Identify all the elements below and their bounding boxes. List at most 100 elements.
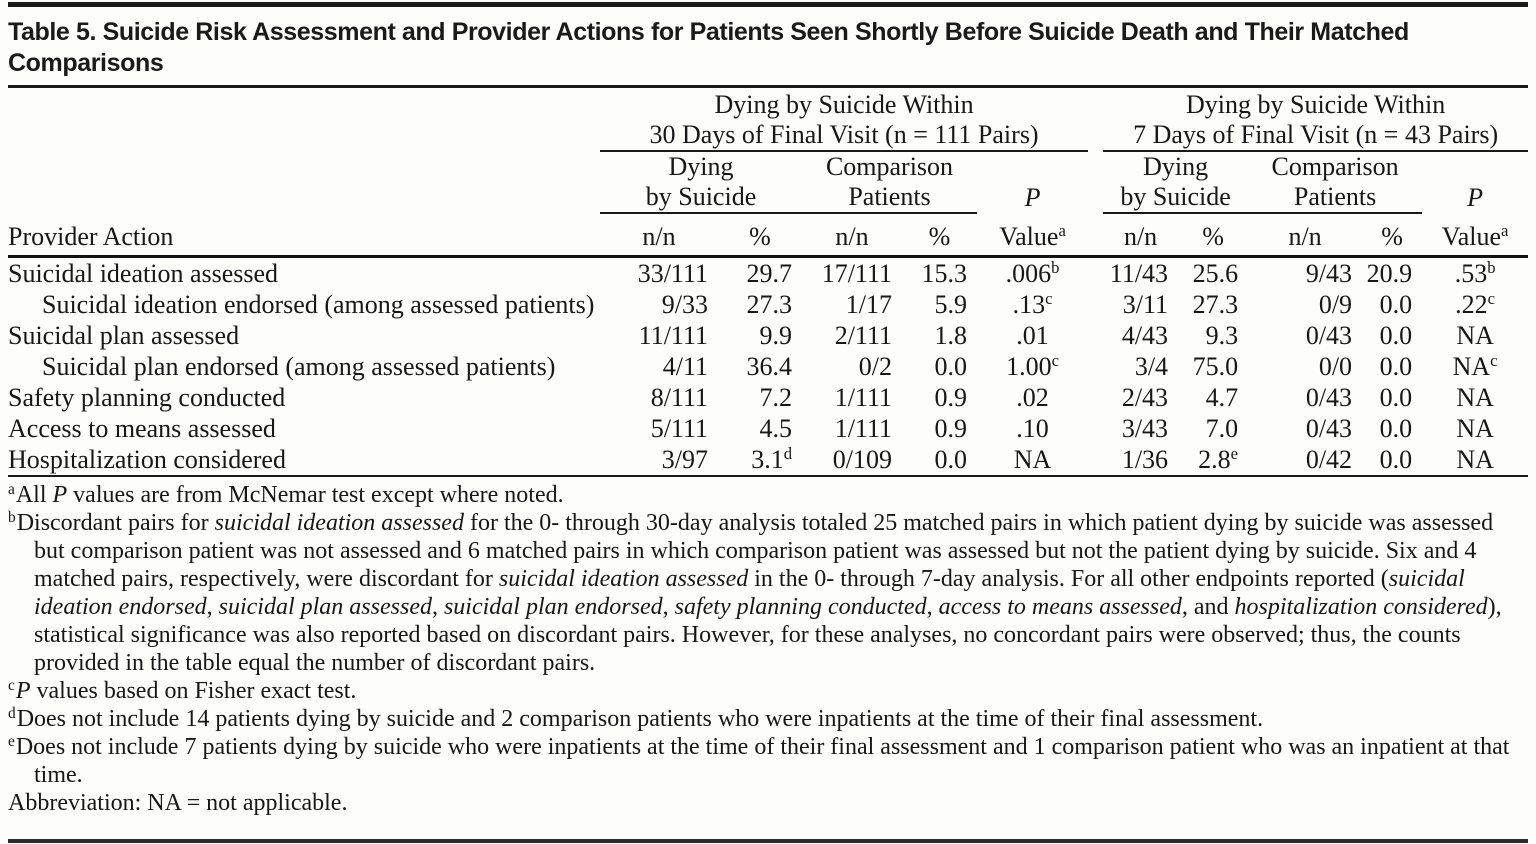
group-dying-7: Dying by Suicide — [1103, 151, 1249, 214]
panel-gap — [1088, 257, 1103, 290]
value-cell: 0/42 — [1248, 444, 1363, 477]
panel-gap — [1088, 289, 1103, 320]
col-nn-dying-7: n/n — [1103, 213, 1179, 258]
p-value-cell: NA — [977, 444, 1089, 477]
group-row: Dying by Suicide Comparison Patients P D… — [8, 151, 1528, 214]
p-value-cell: .01 — [1016, 321, 1049, 350]
value-cell: 0.0 — [1362, 444, 1423, 477]
stub-spacer — [8, 151, 600, 213]
value-cell: 1.8 — [934, 321, 968, 350]
value-cell: 11/111 — [638, 321, 708, 350]
column-header-row: Provider Action n/n % n/n % Valuea n/n %… — [8, 213, 1529, 258]
table-row: Suicidal plan assessed 11/111 9.9 2/111 1.8.… — [8, 320, 1528, 351]
value-cell: 0.0 — [1379, 321, 1413, 350]
p-value-cell: .02 — [1016, 383, 1049, 412]
value-cell: 0.0 — [1379, 383, 1413, 412]
value-cell: 20.9 — [1366, 259, 1413, 288]
value-cell: 25.6 — [1192, 259, 1239, 288]
footnote-e: eDoes not include 7 patients dying by su… — [8, 732, 1510, 788]
value-cell: 1/111 — [834, 414, 892, 443]
value-cell: 9/43 — [1305, 259, 1353, 288]
value-cell: 75.0 — [1192, 352, 1239, 381]
value-cell: 3/97 — [600, 444, 718, 477]
bottom-rule — [8, 839, 1528, 843]
spanner-30day: Dying by Suicide Within 30 Days of Final… — [600, 90, 1089, 152]
p-value-cell: .53b — [1454, 257, 1496, 288]
panel-gap — [1088, 151, 1103, 213]
stub-spacer — [8, 90, 600, 151]
col-nn-comparison-7: n/n — [1248, 213, 1363, 258]
table-row: Suicidal plan endorsed (among assessed p… — [8, 351, 1528, 382]
table-row: Suicidal ideation endorsed (among assess… — [8, 289, 1528, 320]
p-value-cell: 1.00c — [1006, 351, 1059, 381]
row-label: Suicidal ideation endorsed (among assess… — [42, 290, 595, 319]
spanner-7day: Dying by Suicide Within 7 Days of Final … — [1103, 90, 1529, 152]
value-cell: 27.3 — [1192, 290, 1239, 319]
value-cell: 0.0 — [1379, 414, 1413, 443]
abbreviation-note: Abbreviation: NA = not applicable. — [8, 790, 348, 816]
value-cell: 1/36 — [1103, 444, 1179, 477]
p-value-cell: NA — [1422, 444, 1529, 477]
group-comparison-7: Comparison Patients — [1248, 151, 1423, 214]
data-table: Dying by Suicide Within 30 Days of Final… — [8, 90, 1529, 477]
footnote-b: bDiscordant pairs for suicidal ideation … — [8, 508, 1502, 676]
col-pct-dying-7: % — [1178, 213, 1249, 258]
value-cell: 0.0 — [934, 352, 968, 381]
value-cell: 1/17 — [845, 290, 892, 319]
value-cell: 0/109 — [802, 444, 902, 477]
value-cell: 9.3 — [1205, 321, 1239, 350]
spanner-row: Dying by Suicide Within 30 Days of Final… — [8, 90, 1529, 152]
value-cell: 2/111 — [834, 321, 892, 350]
col-pct-comparison-30: % — [902, 213, 977, 258]
value-cell: 7.2 — [759, 383, 793, 412]
p-value-cell: NA — [1456, 321, 1494, 350]
value-cell: 0.9 — [934, 383, 968, 412]
spanner-7day-line1: Dying by Suicide Within — [1186, 90, 1446, 119]
value-cell: 0/2 — [858, 352, 892, 381]
p-value-cell: .006b — [1005, 257, 1060, 288]
col-pct-dying-30: % — [718, 213, 802, 258]
value-cell: 0.9 — [934, 414, 968, 443]
title-rule — [8, 85, 1528, 88]
value-cell: 0/43 — [1305, 383, 1353, 412]
footnote-a: aAll P values are from McNemar test exce… — [8, 480, 564, 508]
group-dying-30: Dying by Suicide — [600, 151, 802, 214]
p-value-cell: NA — [1456, 383, 1494, 412]
p-value-cell: .13c — [1012, 289, 1053, 319]
panel-gap — [1088, 382, 1103, 413]
table-row: Access to means assessed 5/111 4.5 1/111 0.9… — [8, 413, 1528, 444]
top-rule — [8, 2, 1528, 7]
value-cell: 0.0 — [1379, 290, 1413, 319]
value-cell: 2.8e — [1178, 444, 1249, 477]
value-cell: 3/4 — [1134, 352, 1169, 381]
value-cell: 15.3 — [921, 259, 968, 288]
value-cell: 11/43 — [1109, 259, 1169, 288]
value-cell: 4.7 — [1205, 383, 1239, 412]
panel-gap — [1088, 413, 1103, 444]
value-cell: 8/111 — [650, 383, 708, 412]
value-cell: 0/9 — [1318, 290, 1353, 319]
p-value-cell: .10 — [1016, 414, 1049, 443]
panel-gap — [1088, 90, 1103, 151]
value-cell: 27.3 — [746, 290, 793, 319]
row-label: Suicidal plan assessed — [8, 321, 240, 350]
group-comparison-30: Comparison Patients — [802, 151, 977, 214]
table-row: Safety planning conducted 8/111 7.2 1/111 0.… — [8, 382, 1528, 413]
row-label: Suicidal plan endorsed (among assessed p… — [42, 352, 556, 381]
value-cell: 4.5 — [759, 414, 793, 443]
p-label-30: P — [1024, 183, 1041, 212]
p-value-cell: .22c — [1455, 289, 1496, 319]
footnote-c: cP values based on Fisher exact test. — [8, 676, 357, 704]
value-cell: 0.0 — [902, 444, 977, 477]
row-label: Suicidal ideation assessed — [8, 259, 279, 288]
p-value-cell: NA — [1456, 414, 1494, 443]
panel-gap — [1088, 320, 1103, 351]
col-pct-comparison-7: % — [1362, 213, 1423, 258]
value-cell: 0/43 — [1305, 414, 1353, 443]
col-nn-comparison-30: n/n — [802, 213, 902, 258]
row-label: Access to means assessed — [8, 414, 276, 443]
row-label: Hospitalization considered — [8, 444, 600, 477]
value-cell: 3.1d — [718, 444, 802, 477]
spanner-30day-line2: 30 Days of Final Visit (n = 111 Pairs) — [649, 120, 1039, 149]
